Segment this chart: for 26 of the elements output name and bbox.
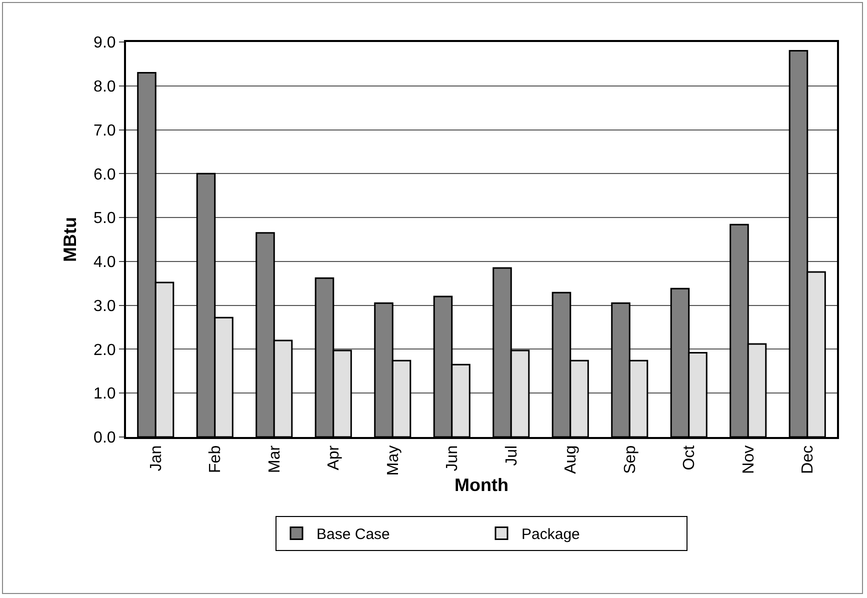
x-tick-label: Aug bbox=[562, 445, 580, 474]
y-tick-label: 2.0 bbox=[94, 342, 116, 359]
legend-label: Package bbox=[522, 526, 580, 544]
legend-label: Base Case bbox=[316, 526, 390, 544]
y-tick-label: 9.0 bbox=[94, 34, 116, 52]
x-tick-label: Oct bbox=[681, 444, 698, 470]
y-tick-label: 3.0 bbox=[94, 298, 116, 315]
x-tick-label: May bbox=[384, 445, 402, 476]
y-tick-label: 7.0 bbox=[94, 122, 116, 140]
x-tick-label: Dec bbox=[800, 445, 817, 474]
y-tick-label: 1.0 bbox=[94, 386, 116, 403]
y-tick-label: 8.0 bbox=[94, 78, 116, 96]
y-tick-label: 4.0 bbox=[94, 254, 116, 272]
x-tick-label: Apr bbox=[326, 444, 343, 470]
x-tick-label: Jan bbox=[148, 445, 165, 472]
x-tick-label: Sep bbox=[622, 445, 639, 474]
x-tick-label: Feb bbox=[207, 445, 224, 473]
y-tick-label: 0.0 bbox=[94, 430, 116, 447]
y-axis-title: MBtu bbox=[60, 217, 80, 262]
x-tick-label: Nov bbox=[740, 445, 758, 474]
x-tick-label: Jun bbox=[444, 445, 462, 472]
x-axis-title: Month bbox=[454, 475, 508, 496]
x-tick-label: Mar bbox=[266, 444, 284, 473]
y-tick-label: 5.0 bbox=[94, 210, 116, 228]
y-tick-label: 6.0 bbox=[94, 166, 116, 184]
x-tick-label: Jul bbox=[503, 445, 520, 466]
